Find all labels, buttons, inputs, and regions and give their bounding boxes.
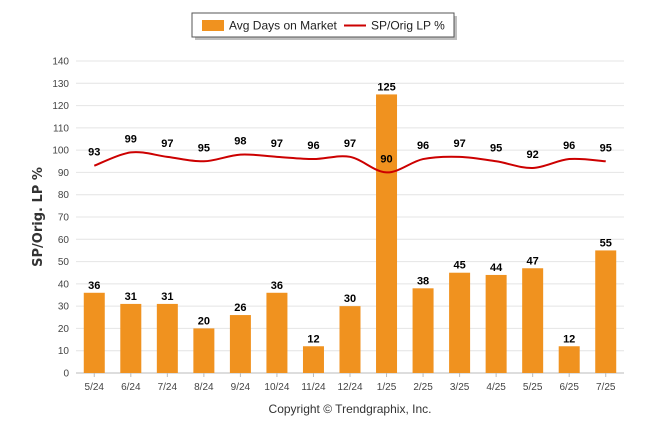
bar-value-label: 38 [417, 275, 429, 287]
bar [449, 272, 471, 373]
y-tick-label: 120 [52, 101, 69, 112]
line-value-label: 96 [307, 140, 319, 152]
y-tick-label: 50 [58, 257, 70, 268]
y-tick-label: 90 [58, 168, 70, 179]
legend: Avg Days on Market SP/Orig LP % [191, 12, 457, 40]
line-value-label: 98 [234, 136, 246, 148]
x-tick-label: 8/24 [194, 382, 214, 393]
x-tick-label: 12/24 [337, 382, 362, 393]
bar [485, 274, 507, 373]
bar [193, 328, 215, 373]
bar-value-label: 45 [453, 260, 465, 272]
line-value-label: 97 [161, 138, 173, 150]
y-tick-label: 70 [58, 213, 70, 224]
line-value-label: 96 [417, 140, 429, 152]
bar-value-label: 20 [198, 315, 210, 327]
y-tick-label: 80 [58, 190, 70, 201]
legend-bar-swatch [202, 20, 224, 31]
x-tick-label: 1/25 [377, 382, 397, 393]
bar [412, 288, 434, 373]
x-tick-label: 5/24 [85, 382, 105, 393]
line-value-label: 93 [88, 147, 100, 159]
line-value-label: 97 [344, 138, 356, 150]
y-tick-label: 130 [52, 79, 69, 90]
x-tick-label: 2/25 [413, 382, 433, 393]
bar [595, 250, 617, 373]
bar [376, 94, 398, 373]
bar-value-label: 30 [344, 293, 356, 305]
line-value-label: 95 [198, 142, 210, 154]
x-tick-label: 7/25 [596, 382, 616, 393]
y-tick-label: 60 [58, 235, 70, 246]
legend-bar-label: Avg Days on Market [229, 19, 337, 33]
bar [120, 303, 142, 373]
bar-value-label: 36 [88, 280, 100, 292]
line-value-label: 95 [490, 142, 502, 154]
bar [83, 292, 105, 373]
bar-value-label: 12 [307, 333, 319, 345]
bar-series: 36 31 31 20 26 36 12 30 125 38 45 44 47 12 55 [83, 81, 617, 373]
x-tick-label: 11/24 [301, 382, 326, 393]
y-axis: 0 10 20 30 40 50 60 70 80 90 100 110 120 130 140 [52, 57, 69, 380]
line-value-label: 96 [563, 140, 575, 152]
line-value-label: 92 [527, 149, 539, 161]
bar [302, 346, 324, 373]
x-tick-label: 7/24 [158, 382, 178, 393]
line-series: 93 99 97 95 98 97 96 97 90 96 97 95 92 96 95 [88, 133, 612, 174]
y-tick-label: 140 [52, 57, 69, 68]
bar-value-label: 55 [600, 237, 612, 249]
bar-value-label: 12 [563, 333, 575, 345]
y-tick-label: 110 [53, 123, 69, 134]
x-tick-label: 3/25 [450, 382, 470, 393]
line-value-label: 97 [453, 138, 465, 150]
bar-value-label: 36 [271, 280, 283, 292]
bar-value-label: 31 [125, 291, 137, 303]
bar-value-label: 26 [234, 302, 246, 314]
line-value-label: 95 [600, 142, 612, 154]
y-tick-label: 30 [58, 302, 70, 313]
bar-value-label: 31 [161, 291, 173, 303]
x-tick-label: 4/25 [486, 382, 506, 393]
bar-value-label: 44 [490, 262, 503, 274]
line-path [93, 151, 606, 174]
bar [522, 268, 544, 373]
legend-line-label: SP/Orig LP % [371, 19, 445, 33]
y-tick-label: 40 [58, 279, 70, 290]
x-tick-label: 10/24 [264, 382, 289, 393]
bar [558, 346, 580, 373]
bar [339, 306, 361, 373]
bar [266, 292, 288, 373]
bar-value-label: 125 [377, 81, 395, 93]
y-tick-label: 10 [58, 346, 70, 357]
y-tick-label: 100 [52, 146, 69, 157]
bar [156, 303, 178, 373]
copyright-text: Copyright © Trendgraphix, Inc. [269, 402, 432, 416]
x-tick-label: 9/24 [231, 382, 251, 393]
x-axis: 5/24 6/24 7/24 8/24 9/24 10/24 11/24 12/24 1/25 2… [85, 373, 616, 393]
line-value-label: 97 [271, 138, 283, 150]
x-tick-label: 6/25 [559, 382, 579, 393]
bar-value-label: 47 [527, 255, 539, 267]
y-tick-label: 0 [63, 369, 69, 380]
bar [229, 315, 251, 373]
y-axis-title: SP/Orig. LP % [31, 167, 46, 267]
x-tick-label: 6/24 [121, 382, 141, 393]
line-value-label: 90 [380, 153, 392, 165]
x-tick-label: 5/25 [523, 382, 543, 393]
line-value-label: 99 [125, 133, 137, 145]
y-tick-label: 20 [58, 324, 70, 335]
legend-box [191, 12, 455, 38]
